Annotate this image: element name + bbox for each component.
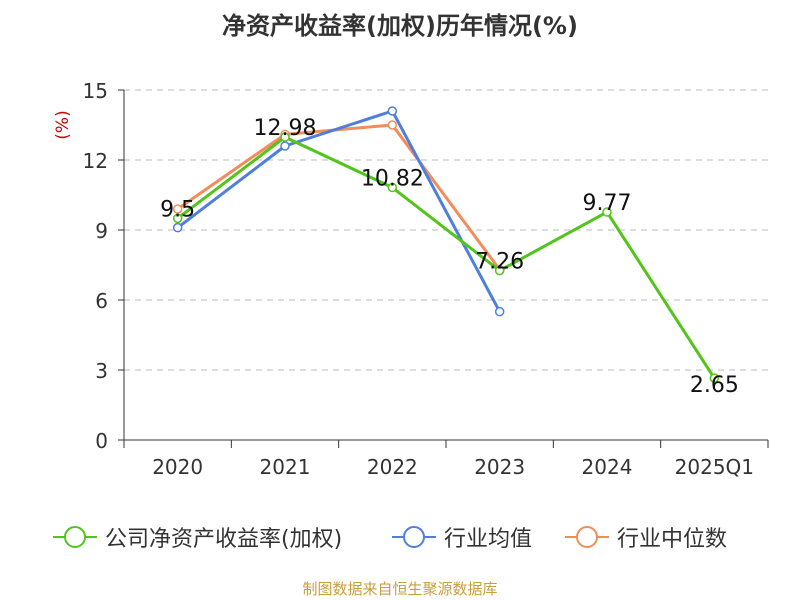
legend-item-industry-mean[interactable]: 行业均值 — [392, 520, 532, 554]
data-label: 12.98 — [254, 116, 317, 141]
x-tick-label: 2022 — [367, 455, 418, 479]
y-tick-label: 12 — [83, 149, 108, 173]
chart-title: 净资产收益率(加权)历年情况(%) — [222, 12, 578, 40]
data-label: 9.77 — [583, 191, 632, 216]
x-tick-label: 2020 — [152, 455, 203, 479]
series-point-0 — [709, 373, 720, 383]
series-point-2 — [387, 120, 398, 130]
y-tick-label: 15 — [83, 79, 108, 103]
legend-item-company[interactable]: 公司净资产收益率(加权) — [53, 520, 342, 554]
series-line-0 — [176, 135, 716, 379]
data-label: 9.5 — [160, 197, 195, 222]
x-tick-label: 2024 — [582, 455, 633, 479]
series-point-0 — [494, 265, 505, 276]
source-note: 制图数据来自恒生聚源数据库 — [302, 580, 498, 598]
series-point-0 — [172, 213, 183, 224]
data-label: 7.26 — [475, 250, 524, 275]
legend-label-company: 公司净资产收益率(加权) — [105, 527, 343, 552]
legend-swatch-company-icon — [53, 526, 97, 548]
series-point-1 — [280, 141, 290, 151]
y-tick-label: 0 — [95, 429, 108, 453]
series-point-0 — [387, 182, 398, 193]
series-point-0 — [602, 207, 612, 217]
legend-swatch-industry-mean-icon — [392, 526, 436, 548]
y-axis-label: (%) — [53, 110, 73, 139]
series-point-1 — [387, 106, 398, 116]
series-line-2 — [176, 123, 501, 271]
series-point-1 — [494, 306, 505, 317]
series-point-1 — [172, 222, 183, 233]
series-point-2 — [172, 204, 183, 214]
data-label: 10.82 — [361, 167, 424, 192]
y-tick-label: 3 — [95, 359, 108, 383]
legend-label-industry-mean: 行业均值 — [444, 527, 533, 552]
x-tick-label: 2021 — [260, 455, 311, 479]
legend-item-industry-median[interactable]: 行业中位数 — [565, 520, 727, 554]
legend-swatch-industry-median-icon — [565, 526, 609, 548]
x-tick-label: 2023 — [474, 455, 525, 479]
series-line-1 — [176, 109, 501, 313]
x-tick-label: 2025Q1 — [675, 455, 754, 479]
y-tick-label: 6 — [95, 289, 108, 313]
y-tick-label: 9 — [95, 219, 108, 243]
data-label: 2.65 — [690, 373, 739, 398]
legend-label-industry-median: 行业中位数 — [617, 527, 728, 552]
series-point-0 — [280, 132, 290, 142]
